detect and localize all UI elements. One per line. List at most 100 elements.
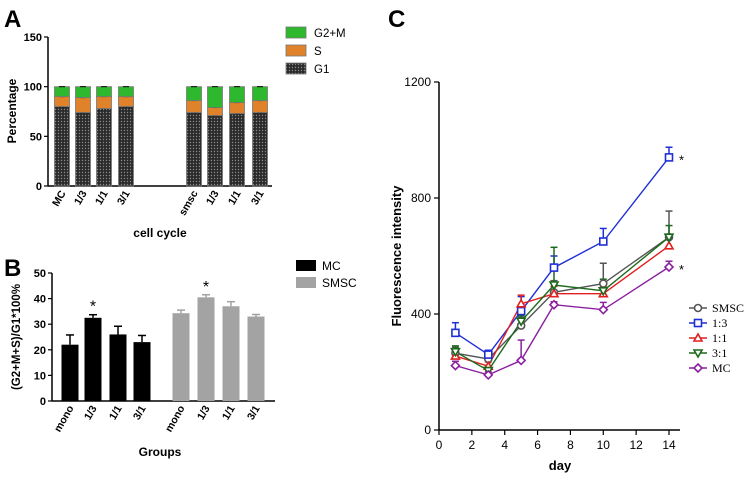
panel-a-legend-label: G1 — [314, 64, 329, 76]
panel-a-category-label: 3/1 — [249, 188, 267, 207]
panel-a-bar-s — [252, 100, 268, 113]
panel-c-x-tick-label: 10 — [597, 438, 611, 452]
panel-label-a: A — [4, 6, 21, 33]
panel-a-y-tick-label: 0 — [36, 181, 42, 193]
panel-c-series-line — [455, 236, 670, 360]
panel-a-bar-s — [118, 96, 134, 107]
panel-b-significance-star: * — [203, 279, 209, 296]
panel-a-bar-g2m — [75, 86, 91, 98]
panel-a-category-label: 1/3 — [204, 188, 222, 207]
panel-a-bar-g2m — [118, 86, 134, 97]
panel-c-y-tick-label: 800 — [411, 191, 431, 205]
panel-a-bar-s — [186, 100, 202, 113]
panel-a-x-label: cell cycle — [133, 226, 187, 240]
panel-c-data-point — [663, 233, 675, 243]
panel-b-category-label: 1/1 — [220, 403, 238, 422]
panel-b-category-label: 3/1 — [131, 403, 149, 422]
panel-a-category-label: MC — [50, 188, 69, 209]
panel-c-data-point — [663, 261, 675, 273]
panel-b-category-label: 1/3 — [82, 403, 100, 422]
panel-b-significance-star: * — [90, 299, 96, 316]
panel-a-bar-g2m — [54, 86, 70, 97]
panel-a-bar-g2m — [207, 86, 223, 108]
panel-b-category-label: 1/3 — [195, 403, 213, 422]
panel-c-data-point — [515, 298, 527, 308]
panel-c-legend-marker — [693, 303, 703, 313]
panel-c-line-chart: Fluorescence intensity day 0 2 4 6 8 10 12 14 0 4… — [389, 75, 744, 473]
panel-b-bar — [222, 306, 240, 401]
panel-b-bar-chart: (G2+M+S)/G1*100% Groups 0 10 20 30 40 50 * * m… — [11, 259, 357, 459]
panel-b-category-label: 3/1 — [245, 403, 263, 422]
panel-a-bar-g1 — [96, 108, 112, 187]
panel-c-data-point — [451, 328, 460, 338]
panel-b-y-tick-label: 0 — [40, 396, 46, 408]
panel-a-bar-g1 — [118, 106, 134, 187]
panel-b-category-label: mono — [163, 404, 188, 435]
panel-c-y-tick-label: 0 — [424, 423, 431, 437]
panel-c-legend-label: 3:1 — [712, 346, 727, 360]
panel-c-legend-label: MC — [712, 361, 731, 375]
panel-a-bar-s — [54, 96, 70, 107]
panel-b-y-tick-label: 10 — [34, 370, 46, 382]
panel-c-data-point — [515, 317, 527, 327]
panel-c-legend-label: SMSC — [712, 301, 744, 315]
panel-c-legend-marker — [692, 332, 704, 342]
panel-c-series-line — [455, 245, 670, 368]
panel-c-series-line — [455, 156, 670, 356]
panel-c-y-tick-label: 1200 — [404, 75, 431, 89]
panel-a-bar-s — [207, 107, 223, 116]
panel-c-legend-marker — [692, 349, 704, 359]
panel-a-bar-g2m — [229, 86, 245, 103]
panel-b-bar — [109, 334, 127, 401]
panel-c-x-tick-label: 6 — [534, 438, 541, 452]
panel-c-significance-star: * — [679, 152, 684, 167]
panel-b-legend-label: SMSC — [322, 276, 357, 290]
panel-a-bar-g2m — [252, 86, 268, 101]
panel-c-data-point — [548, 288, 560, 298]
panel-c-data-point — [549, 263, 559, 272]
panel-c-x-tick-label: 14 — [662, 438, 676, 452]
panel-a-category-label: 1/1 — [93, 188, 111, 207]
panel-b-y-tick-label: 30 — [34, 319, 46, 331]
panel-a-legend-swatch — [285, 26, 307, 39]
panel-c-data-point — [598, 279, 608, 288]
panel-c-legend-marker — [692, 362, 704, 374]
panel-c-series-line — [455, 236, 670, 372]
panel-c-x-label: day — [549, 458, 572, 473]
panel-c-x-tick-label: 4 — [501, 438, 508, 452]
panel-b-bar — [84, 317, 102, 401]
panel-c-y-tick-label: 400 — [411, 307, 431, 321]
panel-c-x-tick-label: 2 — [469, 438, 476, 452]
panel-c-data-point — [483, 369, 494, 381]
panel-b-y-tick-label: 40 — [34, 294, 46, 306]
panel-c-data-point — [450, 347, 461, 358]
panel-c-data-point — [663, 240, 675, 250]
panel-c-data-point — [598, 237, 608, 246]
panel-a-bar-g2m — [186, 86, 202, 101]
panel-a-bar-g2m — [96, 86, 112, 97]
panel-a-bar-s — [229, 102, 245, 114]
panel-b-legend-swatch — [296, 260, 316, 271]
panel-c-data-point — [450, 360, 461, 371]
panel-a-bar-g1 — [75, 112, 91, 187]
panel-c-data-point — [598, 304, 609, 315]
panel-c-series-line — [455, 266, 670, 376]
panel-c-y-label: Fluorescence intensity — [389, 185, 404, 327]
panel-b-legend-label: MC — [322, 259, 341, 273]
panel-c-data-point — [597, 286, 609, 297]
panel-b-bar — [133, 342, 151, 401]
panel-label-c: C — [388, 6, 405, 33]
panel-a-bar-g1 — [54, 106, 70, 187]
panel-c-legend-label: 1:1 — [712, 331, 727, 345]
panel-b-y-label: (G2+M+S)/G1*100% — [11, 284, 23, 390]
panel-a-category-label: 1/3 — [72, 188, 90, 207]
panel-a-bar-g1 — [207, 115, 223, 187]
panel-c-significance-star: * — [679, 262, 684, 277]
panel-a-category-label: 3/1 — [115, 188, 133, 207]
panel-a-category-label: smsc — [177, 188, 201, 217]
panel-b-category-label: 1/1 — [107, 403, 125, 422]
panel-a-bar-g1 — [252, 112, 268, 187]
panel-b-bar — [247, 316, 265, 401]
